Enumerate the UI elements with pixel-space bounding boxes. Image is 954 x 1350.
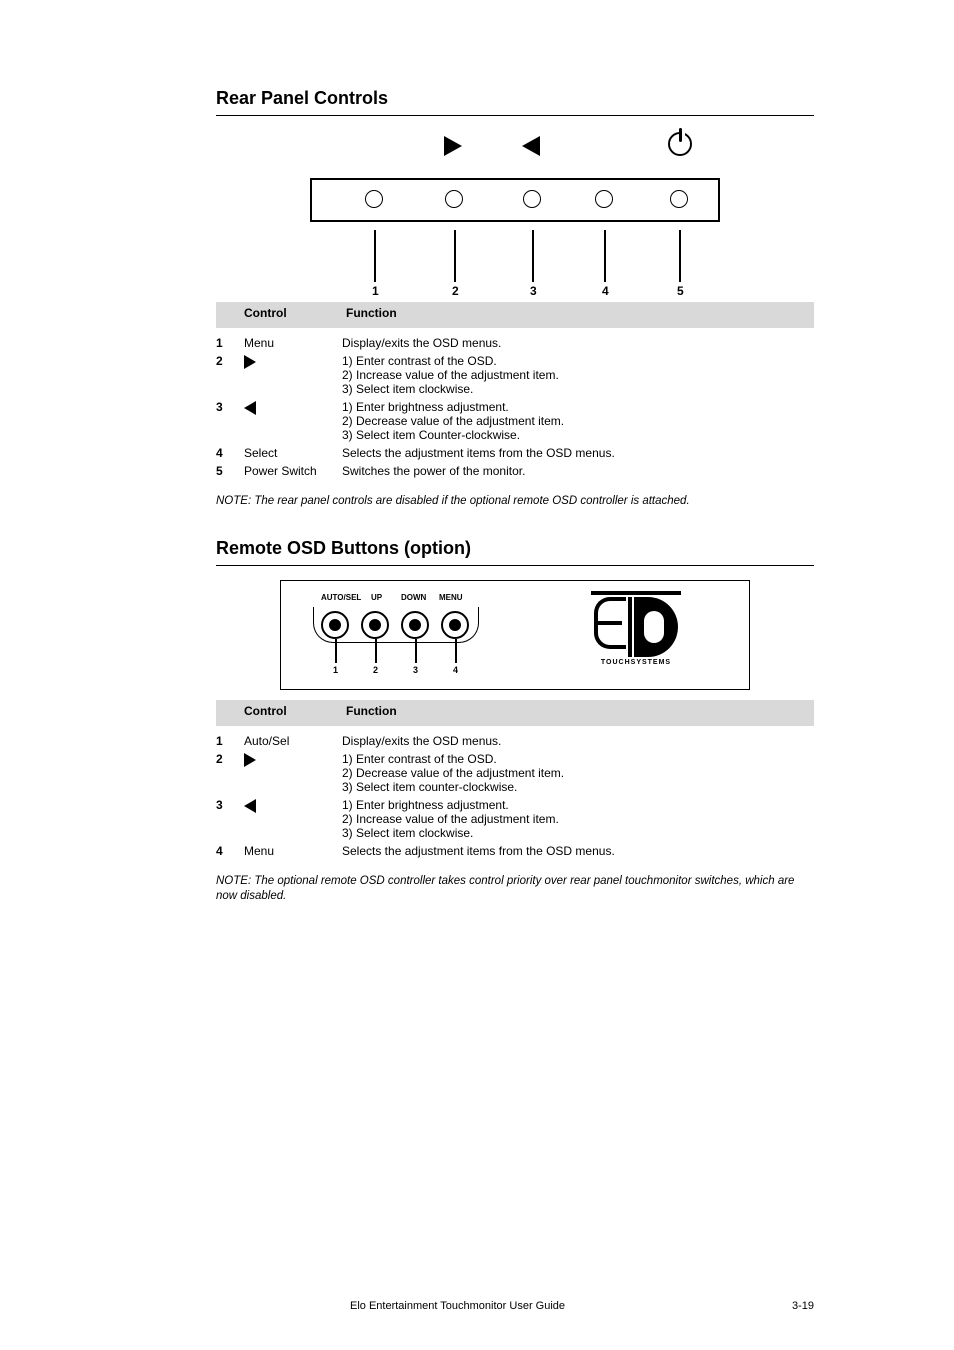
divider: [216, 115, 814, 116]
table-row: 4 Menu Selects the adjustment items from…: [216, 842, 814, 860]
footer-text: Elo Entertainment Touchmonitor User Guid…: [350, 1300, 565, 1312]
row-num: 5: [216, 464, 244, 478]
section-osd-title: Remote OSD Buttons (option): [216, 538, 814, 559]
rear-hole-2: [445, 190, 463, 208]
th-function: Function: [346, 306, 397, 320]
osd-label-autosel: AUTO/SEL: [321, 593, 361, 602]
rear-hole-5: [670, 190, 688, 208]
divider: [216, 565, 814, 566]
osd-num-2: 2: [373, 665, 378, 675]
osd-lead-4: [455, 639, 457, 663]
th-control: Control: [244, 306, 287, 320]
table-row: 5 Power Switch Switches the power of the…: [216, 462, 814, 480]
rear-lead-5: [679, 230, 681, 282]
rear-label-3: 3: [530, 284, 537, 298]
row-num: 3: [216, 400, 244, 414]
rear-lead-2: [454, 230, 456, 282]
elo-logo-subtext: TOUCHSYSTEMS: [601, 659, 671, 666]
row-func: 1) Enter brightness adjustment. 2) Incre…: [342, 798, 814, 840]
row-func: Display/exits the OSD menus.: [342, 336, 814, 350]
arrow-left-icon: [244, 401, 256, 415]
rear-label-5: 5: [677, 284, 684, 298]
rear-label-4: 4: [602, 284, 609, 298]
osd-num-3: 3: [413, 665, 418, 675]
row-control: Menu: [244, 844, 342, 858]
arrow-left-icon: [522, 136, 540, 156]
row-num: 2: [216, 354, 244, 368]
row-num: 1: [216, 336, 244, 350]
osd-button-group: AUTO/SEL UP DOWN MENU 1 2 3: [321, 593, 501, 667]
table-row: 4 Select Selects the adjustment items fr…: [216, 444, 814, 462]
rear-lead-1: [374, 230, 376, 282]
arrow-right-icon: [244, 355, 256, 369]
row-num: 3: [216, 798, 244, 812]
row-control-arrow-left: [244, 400, 342, 415]
osd-label-up: UP: [371, 593, 382, 602]
osd-btn-1-dot: [329, 619, 341, 631]
arrow-right-icon: [444, 136, 462, 156]
rear-panel-diagram: 1 2 3 4 5: [310, 130, 720, 290]
row-func: Switches the power of the monitor.: [342, 464, 814, 478]
osd-num-4: 4: [453, 665, 458, 675]
row-func: Selects the adjustment items from the OS…: [342, 844, 814, 858]
elo-logo-o: [634, 597, 678, 657]
row-func: 1) Enter contrast of the OSD. 2) Increas…: [342, 354, 814, 396]
rear-note: NOTE: The rear panel controls are disabl…: [216, 494, 814, 510]
osd-btn-2-dot: [369, 619, 381, 631]
row-control: Auto/Sel: [244, 734, 342, 748]
rear-table-head: Control Function: [216, 302, 814, 328]
rear-lead-4: [604, 230, 606, 282]
osd-note: NOTE: The optional remote OSD controller…: [216, 874, 814, 905]
rear-hole-4: [595, 190, 613, 208]
table-row: 3 1) Enter brightness adjustment. 2) Dec…: [216, 398, 814, 444]
elo-logo-e: [594, 597, 626, 649]
arrow-right-icon: [244, 753, 256, 767]
row-func: 1) Enter brightness adjustment. 2) Decre…: [342, 400, 814, 442]
osd-table-head: Control Function: [216, 700, 814, 726]
osd-lead-1: [335, 639, 337, 663]
row-control-arrow-right: [244, 752, 342, 767]
row-num: 2: [216, 752, 244, 766]
page-number: 3-19: [792, 1300, 814, 1312]
osd-remote-diagram: AUTO/SEL UP DOWN MENU 1 2 3: [280, 580, 750, 690]
th-control: Control: [244, 704, 287, 718]
osd-label-menu: MENU: [439, 593, 463, 602]
section-rear-title: Rear Panel Controls: [216, 88, 814, 109]
rear-lead-3: [532, 230, 534, 282]
osd-controls-table: 1 Auto/Sel Display/exits the OSD menus. …: [216, 732, 814, 860]
osd-btn-3-dot: [409, 619, 421, 631]
rear-hole-3: [523, 190, 541, 208]
osd-lead-2: [375, 639, 377, 663]
th-function: Function: [346, 704, 397, 718]
osd-lead-3: [415, 639, 417, 663]
osd-label-down: DOWN: [401, 593, 426, 602]
table-row: 1 Auto/Sel Display/exits the OSD menus.: [216, 732, 814, 750]
elo-logo: TOUCHSYSTEMS: [581, 591, 691, 671]
row-control-arrow-left: [244, 798, 342, 813]
row-func: Display/exits the OSD menus.: [342, 734, 814, 748]
row-control: Select: [244, 446, 342, 460]
row-control: Power Switch: [244, 464, 342, 478]
osd-num-1: 1: [333, 665, 338, 675]
rear-icons-row: [310, 130, 720, 170]
row-num: 4: [216, 446, 244, 460]
rear-label-2: 2: [452, 284, 459, 298]
table-row: 3 1) Enter brightness adjustment. 2) Inc…: [216, 796, 814, 842]
table-row: 1 Menu Display/exits the OSD menus.: [216, 334, 814, 352]
row-func: 1) Enter contrast of the OSD. 2) Decreas…: [342, 752, 814, 794]
row-control: Menu: [244, 336, 342, 350]
osd-btn-4-dot: [449, 619, 461, 631]
table-row: 2 1) Enter contrast of the OSD. 2) Incre…: [216, 352, 814, 398]
row-num: 1: [216, 734, 244, 748]
row-control-arrow-right: [244, 354, 342, 369]
rear-label-1: 1: [372, 284, 379, 298]
table-row: 2 1) Enter contrast of the OSD. 2) Decre…: [216, 750, 814, 796]
rear-controls-table: 1 Menu Display/exits the OSD menus. 2 1)…: [216, 334, 814, 480]
arrow-left-icon: [244, 799, 256, 813]
row-func: Selects the adjustment items from the OS…: [342, 446, 814, 460]
row-num: 4: [216, 844, 244, 858]
power-icon: [666, 130, 694, 158]
rear-hole-1: [365, 190, 383, 208]
